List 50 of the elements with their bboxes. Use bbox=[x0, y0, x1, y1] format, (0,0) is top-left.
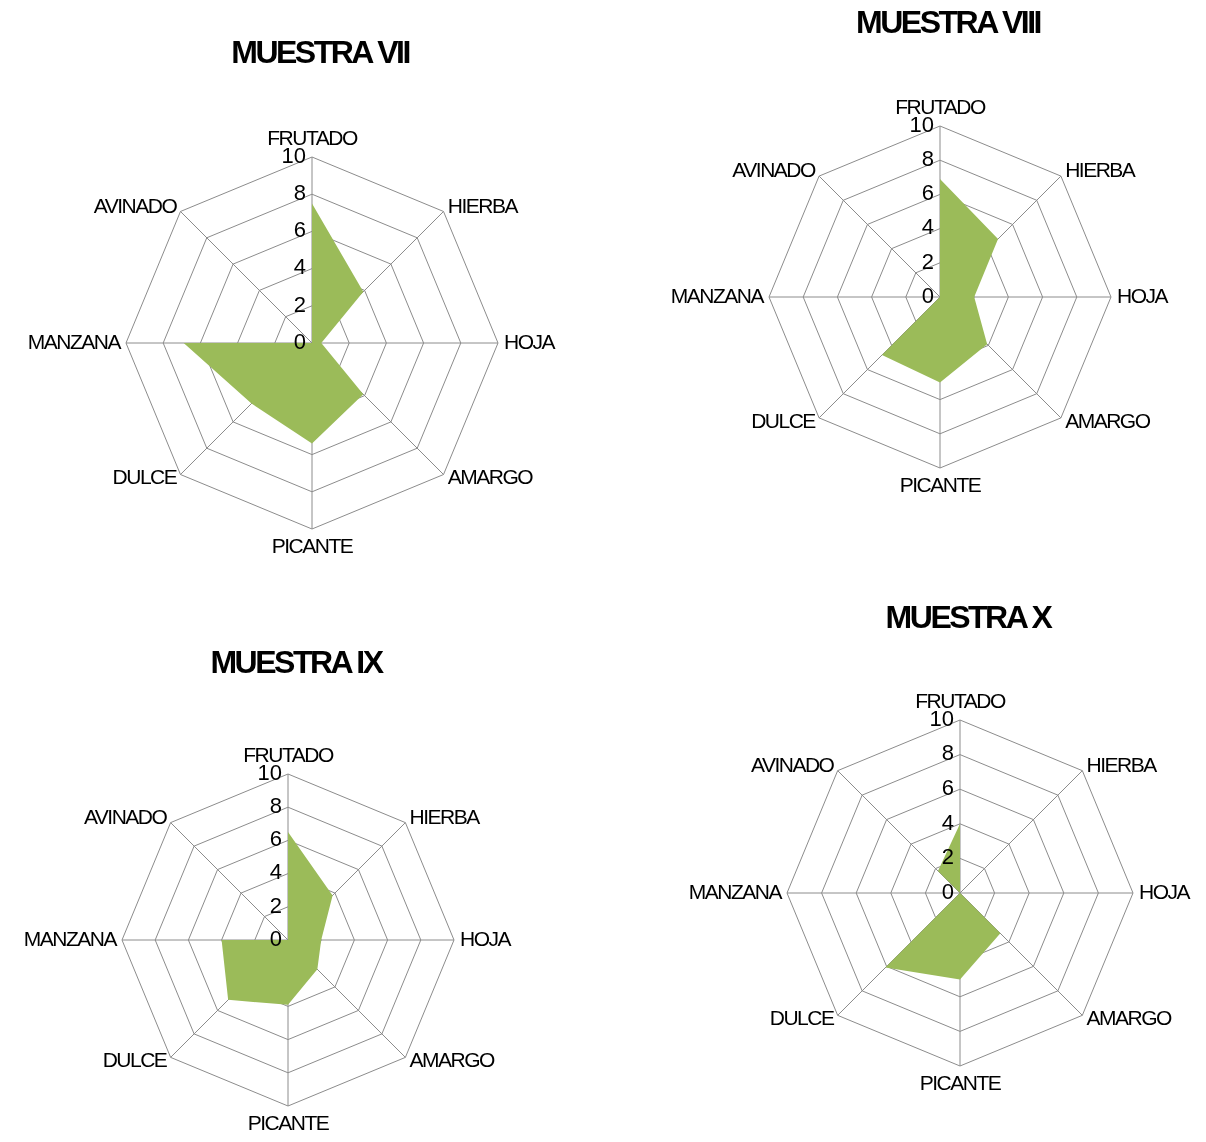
spoke-label: PICANTE bbox=[271, 533, 354, 557]
spoke-label: AVINADO bbox=[93, 193, 178, 217]
spoke-label: DULCE bbox=[112, 465, 178, 489]
spoke-label: AVINADO bbox=[750, 752, 835, 776]
y-tick-label: 0 bbox=[941, 878, 954, 904]
chart-title: MUESTRA IX bbox=[210, 644, 385, 681]
spoke-label: DULCE bbox=[102, 1048, 168, 1072]
y-tick-label: 8 bbox=[293, 180, 306, 206]
y-tick-label: 8 bbox=[269, 793, 282, 819]
spoke-label: HOJA bbox=[1139, 879, 1191, 903]
spoke-label: AVINADO bbox=[83, 804, 168, 828]
spoke-label: HOJA bbox=[1117, 283, 1169, 307]
y-tick-label: 0 bbox=[921, 282, 934, 308]
y-tick-label: 2 bbox=[269, 892, 282, 918]
y-tick-label: 6 bbox=[921, 180, 934, 206]
chart-title: MUESTRA VII bbox=[231, 34, 410, 71]
spoke-label: PICANTE bbox=[247, 1110, 330, 1134]
y-tick-label: 6 bbox=[269, 826, 282, 852]
chart-title: MUESTRA VIII bbox=[856, 4, 1041, 41]
spoke-label: DULCE bbox=[769, 1006, 835, 1030]
spoke-label: AMARGO bbox=[409, 1048, 496, 1072]
spoke-label: HOJA bbox=[504, 329, 556, 353]
spoke-label: HIERBA bbox=[447, 193, 519, 217]
spoke-label: MANZANA bbox=[23, 926, 118, 950]
spoke-label: HIERBA bbox=[1065, 158, 1136, 182]
y-tick-label: 6 bbox=[941, 775, 954, 801]
y-tick-label: 2 bbox=[293, 291, 306, 317]
spoke-label: PICANTE bbox=[919, 1070, 1002, 1094]
spoke-label: AMARGO bbox=[1065, 408, 1151, 432]
y-tick-label: 2 bbox=[921, 248, 934, 274]
spoke-label: MANZANA bbox=[688, 879, 783, 903]
y-tick-label: 4 bbox=[269, 859, 282, 885]
spoke-label: PICANTE bbox=[899, 472, 982, 496]
spoke-label: HIERBA bbox=[1086, 752, 1158, 776]
chart-title: MUESTRA X bbox=[885, 599, 1054, 636]
y-tick-label: 2 bbox=[941, 844, 954, 870]
spoke-label: AMARGO bbox=[1086, 1006, 1173, 1030]
spoke-label: DULCE bbox=[751, 408, 817, 432]
spoke-label: HOJA bbox=[460, 926, 512, 950]
y-tick-label: 4 bbox=[921, 214, 934, 240]
spoke-label: MANZANA bbox=[670, 283, 765, 307]
y-tick-label: 6 bbox=[293, 217, 306, 243]
y-tick-label: 8 bbox=[921, 146, 934, 172]
y-tick-label: 4 bbox=[293, 254, 306, 280]
y-tick-label: 4 bbox=[941, 809, 954, 835]
spoke-label: MANZANA bbox=[27, 329, 122, 353]
y-tick-label: 8 bbox=[941, 740, 954, 766]
spoke-label: HIERBA bbox=[409, 804, 481, 828]
spoke-label: AVINADO bbox=[732, 158, 816, 182]
spoke-label: AMARGO bbox=[447, 465, 534, 489]
